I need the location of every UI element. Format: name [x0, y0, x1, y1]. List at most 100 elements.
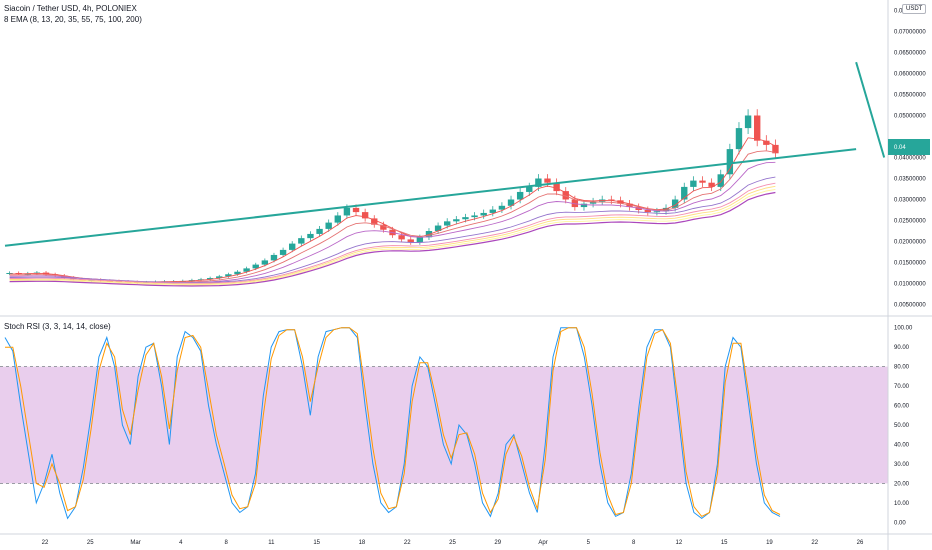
candle-body	[289, 243, 296, 250]
time-tick-label: 26	[857, 540, 864, 546]
ema-line	[9, 176, 776, 284]
candle-body	[462, 217, 469, 220]
time-tick-label: 8	[632, 540, 636, 546]
time-tick-label: 18	[359, 540, 366, 546]
price-tick-label: 0.01500000	[894, 261, 926, 267]
candle-body	[681, 186, 688, 200]
ema-line	[9, 191, 776, 287]
price-tick-label: 0.05000000	[894, 114, 926, 120]
candle-body	[361, 212, 369, 219]
candle-body	[671, 199, 679, 208]
candle-body	[243, 268, 250, 272]
price-tick-label: 0.03500000	[894, 177, 926, 183]
ema-line	[9, 182, 776, 284]
candle-body	[343, 207, 351, 216]
candle-body	[772, 144, 779, 154]
candle-body	[498, 205, 506, 210]
candle-body	[325, 222, 332, 229]
overbought-oversold-band	[0, 366, 888, 484]
currency-badge[interactable]: USDT	[902, 4, 927, 14]
candle-body	[735, 128, 743, 150]
candle-body	[644, 210, 651, 213]
candle-body	[535, 178, 542, 187]
price-tick-label: 0.01000000	[894, 282, 926, 288]
candle-body	[270, 254, 278, 261]
candle-body	[380, 224, 387, 230]
candle-body	[562, 191, 569, 200]
ema-line	[9, 188, 776, 286]
time-tick-label: 29	[494, 540, 501, 546]
candle-body	[544, 178, 551, 183]
time-tick-label: 15	[721, 540, 728, 546]
candle-body	[334, 215, 341, 223]
candle-body	[206, 278, 214, 280]
rsi-tick-label: 40.00	[894, 442, 910, 448]
rsi-tick-label: 30.00	[894, 462, 910, 468]
time-tick-label: 25	[87, 540, 94, 546]
candle-body	[352, 207, 360, 213]
time-tick-label: 15	[313, 540, 320, 546]
candle-body	[653, 211, 661, 213]
rsi-tick-label: 80.00	[894, 365, 910, 371]
candle-body	[516, 191, 524, 200]
trendline	[4, 148, 857, 247]
rsi-tick-label: 100.00	[894, 326, 913, 332]
rsi-tick-label: 10.00	[894, 501, 910, 507]
stoch-rsi-legend: Stoch RSI (3, 3, 14, 14, close)	[4, 322, 111, 331]
time-tick-label: 5	[587, 540, 591, 546]
candle-body	[589, 201, 597, 204]
price-pane	[4, 61, 886, 287]
candle-body	[307, 233, 314, 239]
time-tick-label: 12	[676, 540, 683, 546]
time-tick-label: Apr	[538, 540, 547, 546]
time-tick-label: 22	[404, 540, 411, 546]
candle-body	[526, 186, 533, 192]
time-tick-label: 22	[811, 540, 818, 546]
current-price-badge	[888, 139, 930, 155]
candle-body	[279, 249, 287, 255]
price-tick-label: 0.05500000	[894, 93, 926, 99]
candle-body	[763, 140, 770, 145]
price-tick-label: 0.07000000	[894, 30, 926, 36]
price-tick-label: 0.02500000	[894, 219, 926, 225]
ema-legend: 8 EMA (8, 13, 20, 35, 55, 75, 100, 200)	[4, 15, 142, 24]
current-price-label: 0.04	[894, 145, 906, 151]
ema-line	[9, 161, 776, 284]
candle-body	[371, 218, 378, 225]
rsi-tick-label: 90.00	[894, 345, 910, 351]
candle-body	[744, 115, 752, 129]
candle-body	[261, 260, 269, 265]
time-tick-label: 11	[268, 540, 275, 546]
price-tick-label: 0.06500000	[894, 51, 926, 57]
candle-body	[471, 215, 478, 218]
candle-body	[662, 207, 670, 212]
candle-body	[507, 199, 515, 206]
rsi-tick-label: 70.00	[894, 384, 910, 390]
rsi-tick-label: 20.00	[894, 481, 910, 487]
stoch-rsi-line	[5, 327, 781, 518]
candle-body	[234, 271, 241, 275]
rsi-tick-label: 50.00	[894, 423, 910, 429]
ema-line	[9, 185, 776, 285]
candle-body	[216, 276, 223, 279]
candle-body	[480, 212, 487, 216]
price-tick-label: 0.03000000	[894, 198, 926, 204]
candle-body	[298, 238, 305, 244]
time-tick-label: 4	[179, 540, 183, 546]
price-tick-label: 0.02000000	[894, 240, 926, 246]
price-tick-label: 0.06000000	[894, 72, 926, 78]
stoch-rsi-pane	[0, 327, 888, 520]
candle-body	[580, 203, 588, 208]
candle-body	[252, 264, 259, 269]
candle-body	[553, 182, 560, 192]
rsi-tick-label: 60.00	[894, 404, 910, 410]
candle-body	[444, 221, 451, 226]
candle-body	[416, 237, 424, 243]
candle-body	[489, 209, 496, 213]
candle-body	[407, 239, 414, 243]
candle-body	[690, 180, 697, 187]
time-tick-label: 19	[766, 540, 773, 546]
candle-body	[708, 182, 715, 187]
